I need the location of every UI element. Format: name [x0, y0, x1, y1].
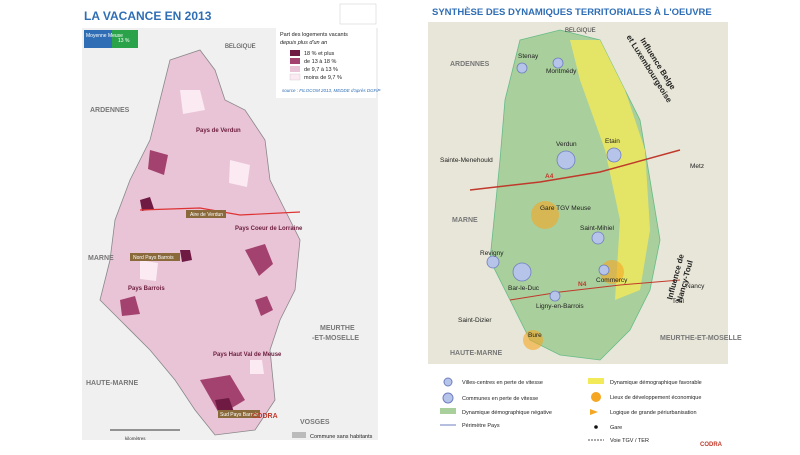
city-markers — [486, 57, 622, 302]
city: Gare TGV Meuse — [540, 205, 591, 212]
legend-item: Périmètre Pays — [462, 423, 500, 429]
legend-swatch — [290, 50, 300, 56]
pays: Sud Pays Barrois — [220, 412, 259, 418]
legend-item: Lieux de développement économique — [610, 395, 701, 401]
pays: Pays Barrois — [128, 286, 165, 292]
city: Saint-Dizier — [458, 317, 492, 324]
a4-road — [469, 149, 681, 191]
pays: Nord Pays Barrois — [133, 255, 174, 261]
legend-item: de 13 à 18 % — [304, 59, 337, 65]
legend-item: 18 % et plus — [304, 51, 335, 57]
legend-swatch — [289, 73, 301, 81]
legend-item: Voie TGV / TER — [610, 438, 649, 444]
city: Ligny-en-Barrois — [536, 303, 584, 310]
legend-swatch — [292, 432, 306, 438]
city: Metz — [690, 163, 704, 170]
city: Saint-Mihiel — [580, 225, 615, 232]
legend-item: Dynamique démographique favorable — [610, 380, 702, 386]
legend-swatch — [290, 66, 300, 72]
legend-item: Gare — [610, 425, 622, 431]
legend-item: Logique de grande périurbanisation — [610, 410, 697, 416]
legend-swatch — [290, 58, 300, 64]
pays-tag — [186, 210, 226, 218]
dept: BELGIQUE — [565, 28, 596, 34]
city: Toul — [672, 298, 684, 305]
legend-swatch — [594, 425, 598, 429]
dept: BELGIQUE — [225, 44, 256, 50]
city: Revigny — [480, 250, 504, 257]
dept: VOSGES — [300, 419, 330, 426]
avg-label: Moyenne Meuse — [86, 33, 123, 39]
high-patches — [120, 150, 273, 415]
dept: ARDENNES — [90, 107, 130, 114]
city: Bar-le-Duc — [508, 285, 540, 292]
legend-item: Communes en perte de vitesse — [462, 396, 538, 402]
eco-site — [531, 201, 559, 229]
legend-item: de 9,7 à 13 % — [304, 67, 338, 73]
city: Montmédy — [546, 68, 577, 75]
road: N4 — [578, 281, 587, 288]
city: Etain — [605, 138, 620, 145]
city: Bure — [528, 332, 542, 339]
n4-road — [509, 279, 681, 301]
pays-tag — [218, 410, 260, 418]
dept: MEURTHE — [320, 325, 355, 332]
eco-site — [523, 330, 543, 350]
city: Commercy — [596, 277, 628, 284]
dept: HAUTE-MARNE — [86, 380, 138, 387]
road: A4 — [545, 173, 554, 180]
pays: Aire de Verdun — [190, 212, 223, 218]
brand: CODRA — [252, 413, 278, 420]
legend-source: source : FILOCOM 2013, MEDDE d'après DGF… — [282, 88, 380, 93]
right-panel: SYNTHÈSE DES DYNAMIQUES TERRITORIALES À … — [425, 0, 742, 450]
legend-swatch — [591, 392, 601, 402]
dept: MARNE — [88, 255, 114, 262]
dept: MEURTHE-ET-MOSELLE — [660, 335, 742, 342]
city: Stenay — [518, 53, 539, 60]
dept: MARNE — [452, 217, 478, 224]
legend-item: moins de 9,7 % — [304, 75, 342, 81]
pays-tag — [130, 253, 180, 261]
pays: Pays Coeur de Lorraine — [235, 226, 303, 232]
title: SYNTHÈSE DES DYNAMIQUES TERRITORIALES À … — [432, 7, 712, 18]
brand: CODRA — [700, 442, 723, 448]
legend-subtitle: depuis plus d'un an — [280, 40, 327, 46]
meuse-shape — [99, 49, 301, 436]
pays: Pays Haut Val de Meuse — [213, 352, 282, 358]
legend-item: Dynamique démographique négative — [462, 410, 552, 416]
avg-box — [84, 30, 112, 48]
legend-swatch — [588, 378, 604, 384]
legend-swatch — [440, 408, 456, 414]
scale-label: kilomètres — [125, 436, 146, 441]
legend-item: Commune sans habitants — [310, 434, 373, 440]
dept: -ET-MOSELLE — [312, 335, 359, 342]
legend-swatch — [442, 392, 454, 404]
legend-title: Part des logements vacants — [280, 32, 348, 38]
avg-value-box — [112, 30, 138, 48]
city: Verdun — [556, 141, 577, 148]
dept: ARDENNES — [450, 61, 490, 68]
legend-swatch — [590, 409, 598, 415]
pays: Pays de Verdun — [196, 128, 241, 134]
city: Sainte-Menehould — [440, 157, 493, 164]
left-panel: LA VACANCE EN 2013 Moyenne Meuse 13 % Pa… — [80, 0, 380, 450]
legend-box — [428, 366, 728, 448]
avg-value: 13 % — [118, 38, 130, 44]
logo — [339, 3, 377, 25]
title: LA VACANCE EN 2013 — [84, 9, 212, 23]
low-patches — [140, 90, 264, 374]
city: Nancy — [686, 283, 705, 290]
dept: HAUTE-MARNE — [450, 350, 502, 357]
legend-item: Villes-centres en perte de vitesse — [462, 380, 543, 386]
legend-swatch — [443, 377, 453, 387]
